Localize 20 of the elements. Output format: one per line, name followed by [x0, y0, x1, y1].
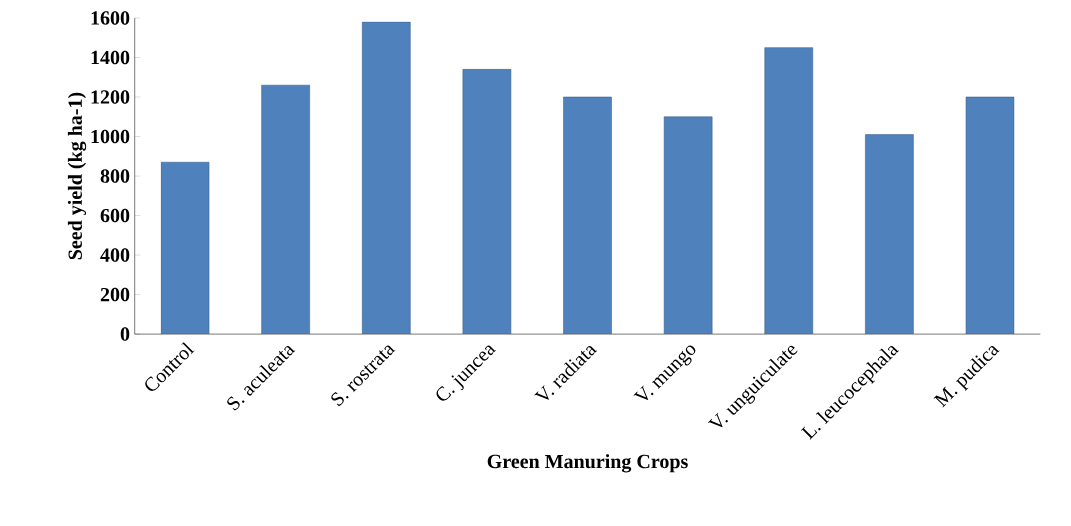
bar — [462, 69, 512, 335]
y-tick-label: 600 — [100, 208, 130, 223]
x-axis-title: Green Manuring Crops — [487, 454, 688, 473]
bar — [663, 116, 713, 335]
bar — [965, 96, 1015, 335]
y-axis-title: Seed yield (kg ha-1) — [67, 92, 87, 260]
bar — [563, 96, 612, 335]
y-tick-label: 200 — [100, 287, 130, 302]
bar — [362, 21, 411, 335]
y-tick-label: 1000 — [91, 129, 130, 144]
y-tick-label: 0 — [120, 327, 130, 341]
bar — [764, 47, 814, 335]
y-tick-label: 400 — [100, 248, 130, 262]
bar — [160, 161, 210, 335]
bar — [865, 134, 914, 335]
y-tick-label: 800 — [100, 169, 130, 183]
bar — [261, 84, 310, 335]
y-tick-label: 1600 — [91, 11, 130, 25]
y-tick-label: 1400 — [91, 50, 130, 65]
y-tick-label: 1200 — [91, 90, 130, 104]
